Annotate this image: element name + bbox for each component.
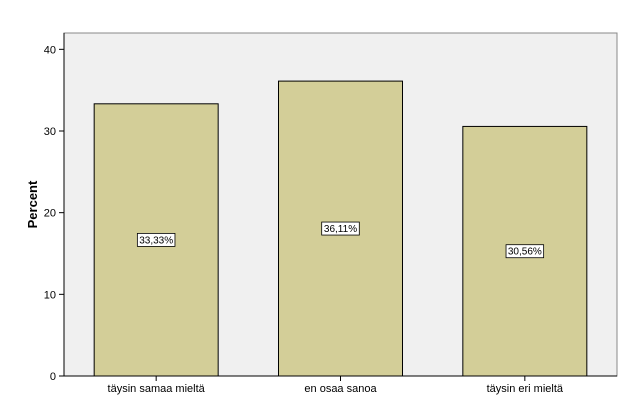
- x-tick-label: en osaa sanoa: [304, 383, 377, 395]
- data-label-box: [505, 244, 545, 259]
- bars: 33,33% 36,11% 30,56%: [93, 80, 588, 377]
- data-label: 33,33%: [139, 235, 173, 246]
- data-label-box: [136, 233, 176, 247]
- y-tick-label: 40: [44, 44, 56, 56]
- y-axis-title: Percent: [25, 180, 40, 228]
- data-label: 30,56%: [508, 247, 542, 258]
- x-tick-label: täysin eri mieltä: [487, 383, 564, 395]
- y-tick-label: 20: [44, 208, 56, 220]
- x-tick-label: täysin samaa mieltä: [108, 383, 206, 395]
- x-axis-ticks: täysin samaa mieltä en osaa sanoa täysin e…: [108, 376, 564, 395]
- y-tick-label: 30: [44, 126, 56, 138]
- y-axis-ticks: 0 10 20 30 40: [44, 44, 64, 383]
- data-label: 36,11%: [324, 224, 357, 235]
- y-tick-label: 0: [50, 371, 56, 383]
- y-tick-label: 10: [44, 289, 56, 301]
- data-label-box: [321, 221, 360, 236]
